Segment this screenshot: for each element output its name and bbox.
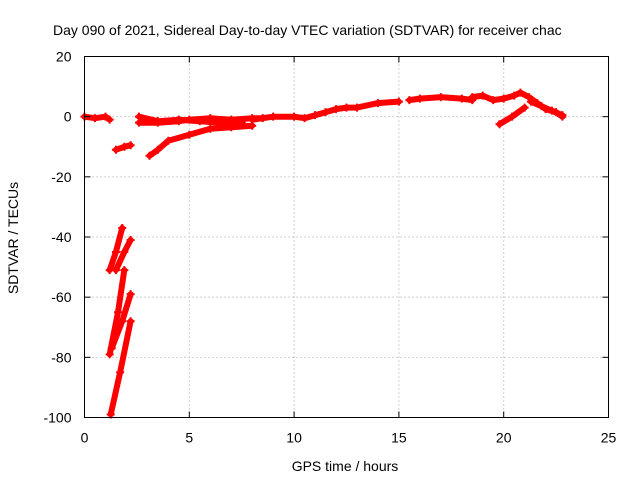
data-point	[332, 105, 341, 114]
y-axis-title: SDTVAR / TECUs	[5, 182, 21, 294]
data-point	[508, 112, 517, 121]
data-point	[321, 108, 330, 117]
data-point	[134, 112, 143, 121]
data-point	[405, 96, 414, 105]
data-point	[300, 114, 309, 123]
data-point	[495, 120, 504, 129]
data-point	[164, 136, 173, 145]
chart-title: Day 090 of 2021, Sidereal Day-to-day VTE…	[53, 22, 562, 38]
y-tick-label: -20	[51, 169, 71, 185]
y-tick-label: -100	[43, 410, 71, 426]
data-point	[153, 117, 162, 126]
data-point	[373, 99, 382, 108]
data-point	[120, 142, 129, 151]
data-point	[415, 94, 424, 103]
series-seg-f	[107, 290, 135, 353]
data-point	[526, 97, 535, 106]
series-seg-k	[248, 97, 403, 124]
series-trace	[527, 98, 566, 119]
series-seg-c	[105, 223, 127, 275]
data-point	[126, 141, 135, 150]
data-point	[195, 117, 204, 126]
data-point	[118, 317, 127, 326]
data-point	[185, 130, 194, 139]
data-point	[107, 344, 116, 353]
series-trace	[81, 113, 113, 123]
data-point	[111, 145, 120, 154]
data-point	[510, 91, 519, 100]
data-point	[269, 112, 278, 121]
data-point	[547, 106, 556, 115]
x-axis-title: GPS time / hours	[292, 458, 399, 474]
series-seg-i	[134, 112, 246, 127]
data-point	[290, 112, 299, 121]
y-tick-label: 20	[56, 49, 72, 65]
data-point	[126, 317, 135, 326]
data-point	[116, 368, 125, 377]
series-seg-b	[111, 141, 135, 154]
series-seg-j	[145, 121, 257, 160]
data-point	[436, 93, 445, 102]
data-point	[105, 350, 114, 359]
data-point	[153, 145, 162, 154]
data-point	[120, 248, 129, 257]
data-point	[311, 111, 320, 120]
x-tick-label: 20	[496, 430, 512, 446]
data-point	[111, 248, 120, 257]
data-point	[520, 103, 529, 112]
data-point	[457, 94, 466, 103]
data-point	[352, 103, 361, 112]
x-tick-label: 0	[81, 430, 89, 446]
data-point	[248, 115, 257, 124]
data-point	[478, 91, 487, 100]
y-tick-label: -80	[51, 349, 71, 365]
data-layer	[80, 88, 567, 419]
series-seg-a	[80, 112, 114, 124]
data-point	[342, 103, 351, 112]
series-seg-d	[111, 236, 135, 275]
data-point	[126, 236, 135, 245]
x-tick-label: 5	[185, 430, 193, 446]
x-tick-label: 25	[601, 430, 617, 446]
data-point	[120, 266, 129, 275]
series-seg-n	[495, 103, 529, 129]
data-point	[227, 123, 236, 132]
data-point	[126, 290, 135, 299]
data-point	[489, 96, 498, 105]
data-point	[516, 88, 525, 97]
series-seg-l	[405, 93, 477, 105]
data-point	[499, 94, 508, 103]
data-point	[111, 266, 120, 275]
data-point	[206, 124, 215, 133]
x-tick-label: 10	[286, 430, 302, 446]
data-point	[174, 115, 183, 124]
data-point	[145, 151, 154, 160]
y-tick-label: 0	[64, 109, 72, 125]
y-tick-label: -40	[51, 229, 71, 245]
tick-layer: 0 5 10 15 20 25 20 0 -20 -40 -60 -80 -100	[43, 49, 616, 446]
data-point	[468, 93, 477, 102]
y-tick-label: -60	[51, 289, 71, 305]
data-point	[118, 223, 127, 232]
data-point	[114, 308, 123, 317]
data-point	[394, 97, 403, 106]
data-point	[558, 111, 567, 120]
series-seg-g	[106, 317, 135, 419]
data-point	[90, 114, 99, 123]
data-point	[101, 112, 110, 121]
x-tick-label: 15	[391, 430, 407, 446]
series-seg-o	[526, 97, 567, 120]
data-point	[105, 115, 114, 124]
data-point	[537, 102, 546, 111]
